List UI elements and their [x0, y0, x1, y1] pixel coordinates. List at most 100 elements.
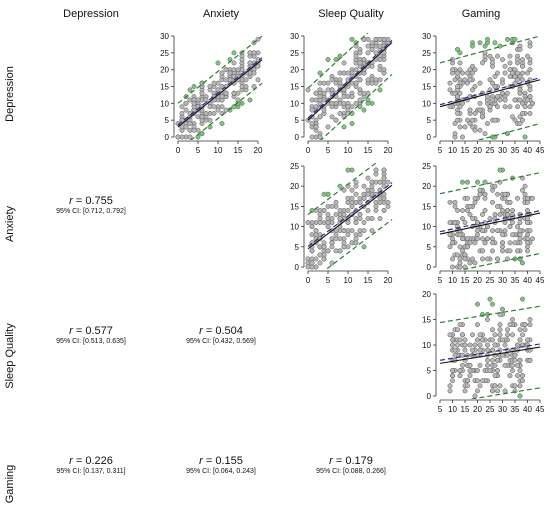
data-point: [309, 248, 315, 254]
data-point: [487, 216, 493, 221]
data-point: [353, 236, 359, 242]
data-point: [345, 195, 351, 201]
data-point: [472, 199, 478, 205]
x-tick-label: 25: [486, 276, 495, 285]
column-header-gaming: Gaming: [461, 8, 501, 20]
data-point: [317, 207, 323, 213]
data-point: [465, 244, 470, 250]
data-point: [345, 207, 351, 213]
x-tick: 25: [486, 271, 495, 285]
data-point: [207, 117, 213, 123]
x-tick-label: 25: [486, 146, 495, 155]
x-tick: 5: [326, 141, 331, 155]
data-point: [309, 220, 315, 226]
data-point: [472, 240, 478, 246]
data-point: [333, 236, 339, 242]
data-point: [321, 80, 327, 86]
data-point: [492, 40, 498, 46]
x-tick-label: 10: [448, 405, 457, 414]
x-tick: 25: [486, 400, 495, 414]
data-point: [522, 191, 528, 197]
data-point: [349, 240, 355, 246]
data-point: [457, 60, 463, 66]
data-point: [465, 207, 470, 213]
data-point: [377, 87, 383, 93]
data-point: [522, 322, 528, 328]
data-point: [475, 322, 480, 328]
data-point: [497, 327, 503, 333]
x-tick: 20: [473, 271, 482, 285]
data-point: [329, 240, 335, 246]
data-point: [457, 264, 463, 270]
x-tick-label: 30: [498, 146, 507, 155]
data-point: [325, 220, 331, 226]
data-point: [450, 342, 455, 348]
y-tick: 0: [427, 133, 436, 142]
y-tick-label: 5: [427, 367, 432, 376]
x-tick-label: 5: [438, 276, 443, 285]
x-tick: 5: [438, 271, 443, 285]
data-point: [492, 183, 498, 189]
data-point: [385, 199, 391, 205]
data-point: [349, 187, 355, 193]
data-point: [333, 199, 339, 205]
data-point: [313, 90, 319, 96]
data-point: [199, 131, 205, 137]
data-point: [450, 67, 455, 73]
data-point: [365, 175, 371, 181]
data-point: [455, 84, 460, 89]
data-point: [475, 388, 480, 394]
data-point: [477, 362, 483, 368]
data-point: [467, 362, 473, 368]
data-point: [251, 70, 257, 76]
data-point: [341, 240, 347, 246]
data-point: [482, 195, 488, 201]
data-point: [472, 195, 478, 201]
data-point: [485, 357, 490, 363]
data-point: [365, 187, 371, 193]
data-point: [373, 207, 379, 213]
data-point: [500, 232, 505, 238]
data-point: [485, 362, 490, 368]
data-point: [239, 77, 245, 83]
data-point: [525, 216, 530, 221]
data-point: [462, 77, 468, 83]
data-point: [369, 228, 375, 234]
y-tick-label: 15: [290, 202, 299, 211]
data-point: [505, 36, 510, 42]
data-point: [477, 347, 483, 353]
data-point: [522, 327, 528, 333]
r-value: = 0.577: [75, 325, 113, 337]
data-point: [183, 134, 189, 140]
data-point: [231, 80, 237, 86]
data-point: [195, 97, 201, 103]
x-tick: 20: [254, 141, 263, 155]
data-point: [309, 256, 315, 262]
data-point: [460, 352, 465, 358]
data-point: [452, 77, 458, 83]
data-point: [317, 220, 323, 226]
data-point: [195, 134, 201, 140]
data-point: [321, 220, 327, 226]
data-point: [477, 383, 483, 389]
data-point: [349, 104, 355, 110]
robust-fit-line: [439, 343, 541, 361]
prediction-upper-line: [177, 35, 263, 104]
data-point: [530, 236, 535, 242]
x-tick-label: 15: [364, 146, 373, 155]
data-point: [337, 70, 343, 76]
y-tick: 15: [422, 83, 436, 92]
data-point: [373, 80, 379, 86]
data-point: [313, 264, 319, 270]
data-point: [369, 183, 375, 189]
column-header-sleep-quality: Sleep Quality: [318, 8, 384, 20]
y-tick: 0: [295, 133, 304, 142]
data-point: [455, 117, 460, 123]
data-point: [525, 236, 530, 242]
data-point: [450, 236, 455, 242]
data-point: [447, 232, 453, 238]
data-point: [465, 383, 470, 389]
data-point: [349, 121, 355, 126]
y-tick: 25: [422, 49, 436, 58]
